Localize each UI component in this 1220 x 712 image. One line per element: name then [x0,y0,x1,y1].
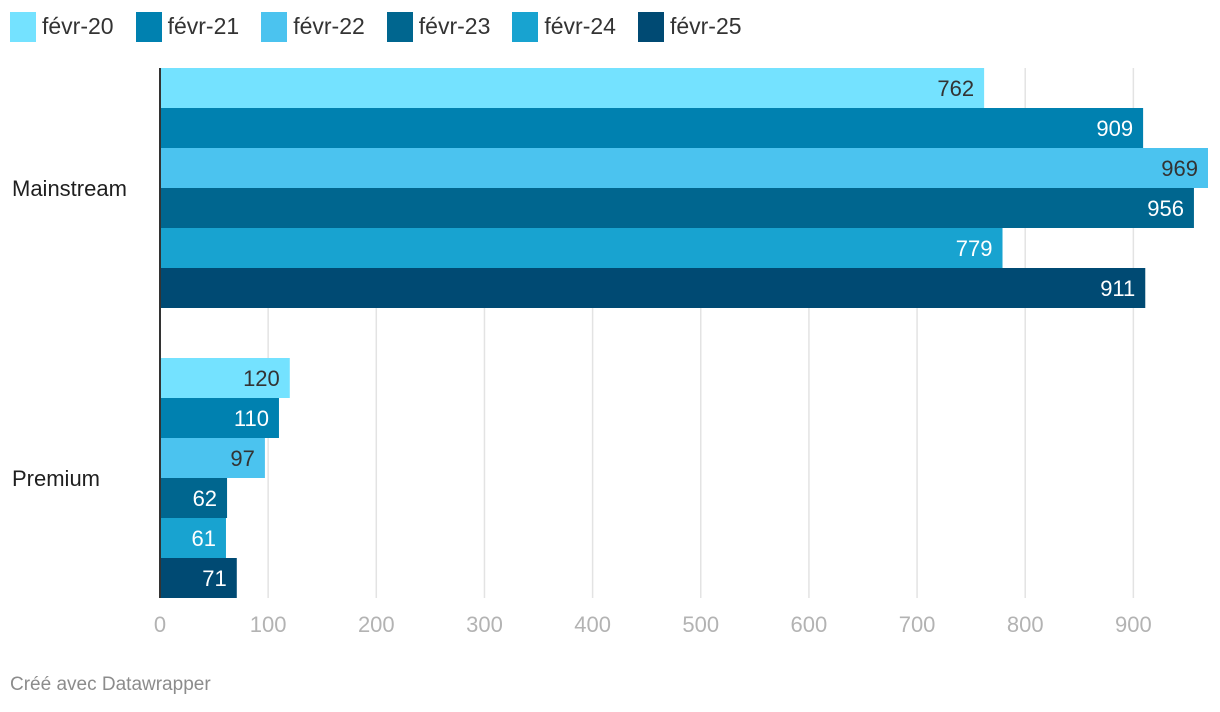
x-tick-label: 600 [791,612,828,637]
legend-swatch [261,11,288,42]
x-tick-label: 500 [682,612,719,637]
x-tick-label: 200 [358,612,395,637]
bar [160,558,237,598]
legend-item: févr-20 [10,11,114,42]
bar [160,438,265,478]
legend-label: févr-24 [544,13,616,39]
bar-value-label: 762 [937,76,974,101]
bar-value-label: 956 [1147,196,1184,221]
x-tick-label: 700 [899,612,936,637]
bar-value-label: 969 [1161,156,1198,181]
x-tick-label: 800 [1007,612,1044,637]
legend-swatch [10,11,36,42]
legend-label: févr-22 [293,13,365,39]
legend-label: févr-23 [418,13,491,39]
bar [160,228,1003,268]
legend-swatch [637,11,664,42]
bar-value-label: 71 [202,566,226,591]
bar [160,268,1146,308]
bar [160,68,985,108]
legend-item: févr-24 [512,11,616,42]
bar [160,188,1194,228]
legend-swatch [135,11,162,42]
bar [160,398,279,438]
x-tick-label: 0 [154,612,166,637]
footer-credit: Créé avec Datawrapper [10,674,211,695]
bar [160,478,228,518]
bar [160,518,226,558]
bar [160,108,1144,148]
legend-label: févr-25 [669,13,742,39]
bar-value-label: 120 [243,366,280,391]
legend-swatch [512,11,539,42]
bar-value-label: 62 [193,486,217,511]
chart-legend: févr-20 févr-21 févr-22 févr-23 févr-24 févr-… [10,10,764,43]
x-tick-label: 900 [1115,612,1152,637]
legend-item: févr-22 [261,11,365,42]
bar-value-label: 61 [191,526,215,551]
bar-value-label: 909 [1096,116,1133,141]
x-tick-label: 100 [250,612,287,637]
category-label: Premium [12,466,100,491]
bar-value-label: 97 [230,446,254,471]
x-tick-label: 400 [574,612,611,637]
bar [160,148,1208,188]
bar-value-label: 911 [1100,276,1135,301]
bar [160,358,290,398]
category-label: Mainstream [12,176,127,201]
legend-swatch [386,11,413,42]
legend-item: févr-23 [386,11,491,42]
bar-value-label: 779 [956,236,993,261]
bar-value-label: 110 [234,406,269,431]
bar-chart: 0 100 200 300 400 500 600 700 800 900 762 909 969 956… [12,68,1208,637]
x-tick-label: 300 [466,612,503,637]
legend-item: févr-21 [135,11,240,42]
legend-label: févr-20 [42,13,114,39]
legend-label: févr-21 [167,13,240,39]
legend-item: févr-25 [637,11,742,42]
